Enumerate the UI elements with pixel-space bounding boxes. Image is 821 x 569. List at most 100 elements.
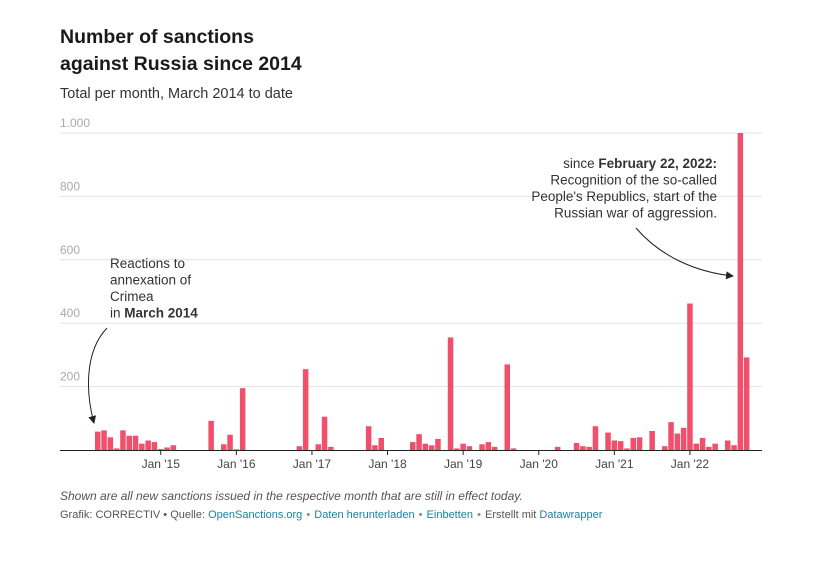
bar [302,369,309,450]
bar [447,337,454,450]
crimea-annotation-text: Reactions to [110,256,185,271]
bar [428,445,435,450]
x-tick-label: Jan '16 [217,457,256,471]
bar [491,446,498,450]
bar [95,431,101,450]
crimea-annotation-text: March 2014 [124,306,198,321]
bar [680,427,687,450]
bar [674,433,681,450]
bar [151,442,158,450]
x-tick-label: Jan '15 [142,457,181,471]
war-annotation-line: Russian war of aggression. [554,206,717,221]
separator-dot: • [477,509,481,521]
crimea-annotation-text: annexation of [110,273,191,288]
bar [573,443,580,450]
x-tick-label: Jan '21 [595,457,634,471]
y-tick-label: 800 [60,179,80,193]
x-tick-label: Jan '20 [520,457,559,471]
war-arrow [635,227,734,280]
war-annotation-text: People's Republics, start of the [531,189,717,204]
chart-notes: Shown are all new sanctions issued in th… [60,489,523,503]
bar [586,446,592,450]
war-annotation-text: Russian war of aggression. [554,206,717,221]
y-tick-label: 400 [60,306,80,320]
y-tick-label: 200 [60,370,80,384]
y-tick-label: 600 [60,243,80,257]
bar [221,444,227,450]
credit-prefix: Grafik: CORRECTIV • Quelle: [60,509,209,521]
war-annotation-text: since [563,156,598,171]
bar [164,447,170,450]
bar [145,440,151,450]
crimea-annotation-line: Crimea [110,289,154,304]
crimea-annotation-text: in [110,306,124,321]
war-annotation-text: Recognition of the so-called [550,173,717,188]
bar [580,446,586,450]
bar [422,443,429,450]
bar [510,448,517,450]
bar [687,303,693,450]
source-link[interactable]: OpenSanctions.org [208,509,303,521]
bar [706,446,712,450]
created-with-label: Erstellt mit [485,509,540,521]
bar [120,430,126,450]
war-annotation-line: Recognition of the so-called [550,173,717,188]
bar [410,442,416,450]
war-annotation-text: February 22, 2022: [598,156,717,171]
x-tick-label: Jan '18 [368,457,407,471]
bar [485,442,492,450]
bar [372,445,378,450]
bar [113,448,120,450]
bar [649,430,655,450]
embed-link[interactable]: Einbetten [426,509,474,521]
y-tick-label: 1.000 [60,116,90,130]
bar [435,438,441,450]
chart-credits: Grafik: CORRECTIV • Quelle: OpenSanction… [60,509,602,521]
download-data-link[interactable]: Daten herunterladen [314,509,415,521]
chart-title-line-1: Number of sanctions [60,26,254,48]
bar [699,437,706,450]
bar [668,422,674,450]
bar [227,434,233,450]
datawrapper-link[interactable]: Datawrapper [539,509,603,521]
chart-title-line-2: against Russia since 2014 [60,53,302,75]
bar [454,448,460,450]
crimea-arrow [88,327,108,424]
bar [725,440,731,450]
bar [479,444,485,450]
bar [737,133,744,450]
bar [139,443,145,450]
x-tick-label: Jan '22 [671,457,710,471]
bar [416,434,422,450]
bar [712,443,718,450]
bar [605,432,611,450]
war-annotation-line: since February 22, 2022: [563,156,717,171]
separator-dot: • [306,509,311,521]
bar [158,449,164,450]
bar [315,444,321,450]
bar [378,437,384,450]
bar [170,445,177,450]
bar [617,441,624,450]
bar [466,446,473,450]
bar [592,426,599,450]
x-tick-label: Jan '17 [293,457,332,471]
bar [731,445,737,450]
crimea-annotation-line: annexation of [110,273,191,288]
bar [365,426,372,450]
crimea-annotation-text: Crimea [110,289,154,304]
separator-dot: • [418,509,423,521]
bar [636,437,643,450]
bar [239,388,246,450]
war-annotation-line: People's Republics, start of the [531,189,717,204]
bar [126,435,132,450]
bar [101,430,107,450]
chart-title: Number of sanctions against Russia since… [60,24,480,78]
bar [504,364,510,450]
bar-chart: 1.000 800 600 400 200 Jan '15 Jan '16 Jan '17 Ja… [60,116,762,471]
x-tick-label: Jan '19 [444,457,483,471]
bar [208,420,214,450]
bar [233,449,240,450]
bar [693,443,699,450]
crimea-annotation-line: Reactions to [110,256,185,271]
